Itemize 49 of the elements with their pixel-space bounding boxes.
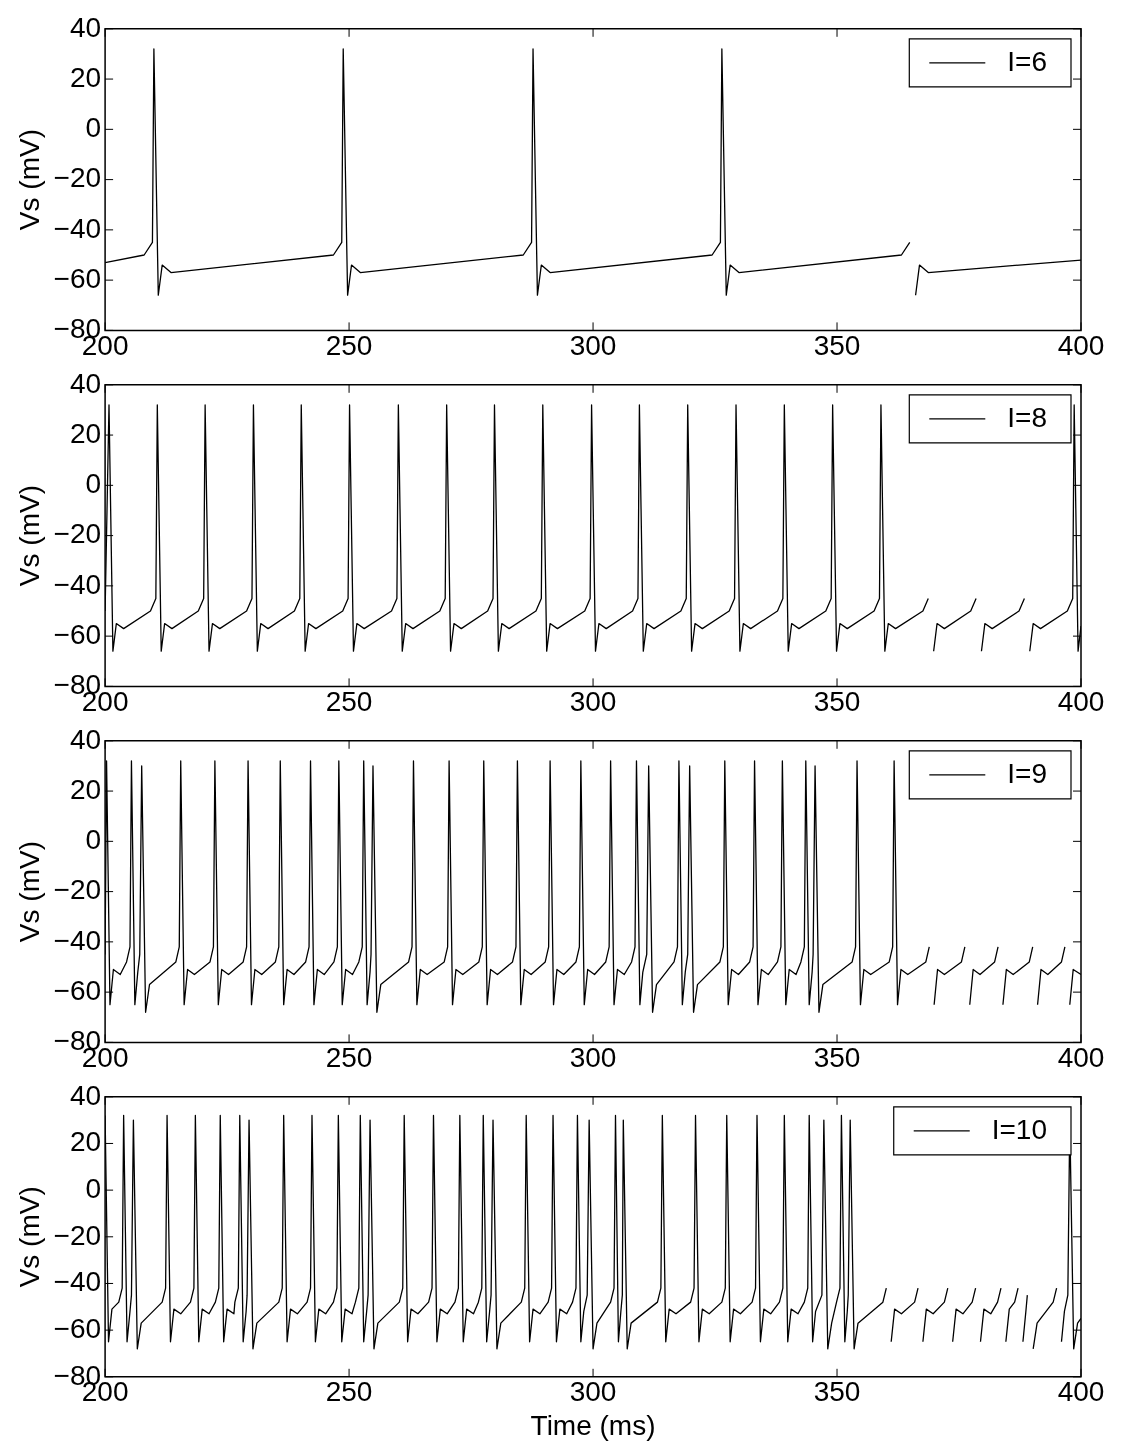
x-axis-title: Time (ms) — [530, 1409, 656, 1441]
y-tick-label: −40 — [53, 1266, 102, 1298]
x-tick-label: 350 — [813, 1376, 861, 1408]
y-tick-label: 0 — [85, 468, 102, 500]
y-tick-label: −20 — [53, 162, 102, 194]
x-tick-label: 400 — [1057, 1041, 1105, 1073]
x-tick-label: 350 — [813, 685, 861, 717]
x-tick-label: 300 — [569, 685, 617, 717]
y-tick-label: 40 — [69, 1079, 102, 1111]
y-tick-label: −20 — [53, 518, 102, 550]
y-tick-label: −40 — [53, 568, 102, 600]
y-tick-label: −60 — [53, 262, 102, 294]
y-tick-label: −60 — [53, 974, 102, 1006]
y-tick-label: 20 — [69, 773, 102, 805]
x-tick-label: 250 — [325, 1376, 373, 1408]
y-tick-label: 0 — [85, 824, 102, 856]
y-tick-label: 40 — [69, 723, 102, 755]
legend-label: I=8 — [1007, 401, 1047, 433]
y-tick-label: 20 — [69, 1126, 102, 1158]
y-tick-label: −40 — [53, 212, 102, 244]
y-tick-label: −40 — [53, 924, 102, 956]
x-tick-label: 400 — [1057, 1376, 1105, 1408]
x-tick-label: 400 — [1057, 329, 1105, 361]
x-tick-label: 300 — [569, 1041, 617, 1073]
y-tick-label: −20 — [53, 874, 102, 906]
y-tick-label: −60 — [53, 618, 102, 650]
y-axis-title: Vs (mV) — [13, 129, 45, 231]
y-tick-label: 0 — [85, 112, 102, 144]
y-tick-label: 20 — [69, 417, 102, 449]
y-tick-label: 0 — [85, 1172, 102, 1204]
x-tick-label: 300 — [569, 1376, 617, 1408]
x-tick-label: 300 — [569, 329, 617, 361]
x-tick-label: 250 — [325, 685, 373, 717]
legend-label: I=6 — [1007, 45, 1047, 77]
y-tick-label: 20 — [69, 61, 102, 93]
x-tick-label: 400 — [1057, 685, 1105, 717]
y-tick-label: 40 — [69, 11, 102, 43]
y-axis-title: Vs (mV) — [13, 1186, 45, 1288]
x-tick-label: 350 — [813, 329, 861, 361]
y-tick-label: −60 — [53, 1312, 102, 1344]
y-tick-label: −20 — [53, 1219, 102, 1251]
x-tick-label: 250 — [325, 329, 373, 361]
y-axis-title: Vs (mV) — [13, 485, 45, 587]
x-tick-label: 350 — [813, 1041, 861, 1073]
y-tick-label: 40 — [69, 367, 102, 399]
legend-label: I=10 — [991, 1113, 1048, 1145]
x-tick-label: 250 — [325, 1041, 373, 1073]
legend-label: I=9 — [1007, 757, 1047, 789]
y-axis-title: Vs (mV) — [13, 841, 45, 943]
